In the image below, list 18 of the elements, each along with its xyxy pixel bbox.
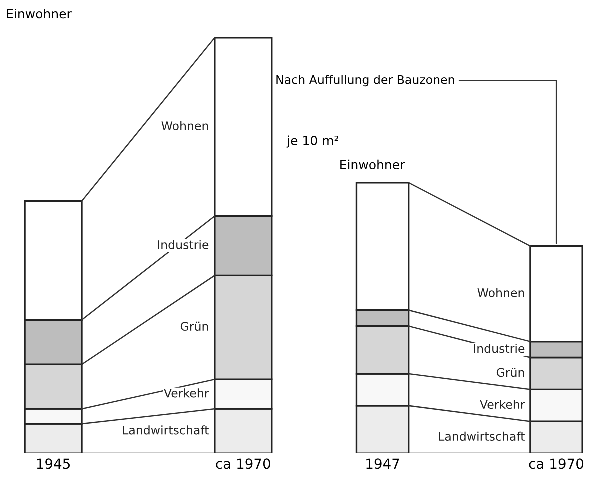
series-label: Verkehr xyxy=(164,388,210,398)
series-label: Industrie xyxy=(474,344,525,354)
annotation: je 10 m² xyxy=(286,136,338,148)
series-label: Landwirtschaft xyxy=(439,432,525,442)
x-tick-label: 1945 xyxy=(37,458,70,470)
y-axis-title: Einwohner xyxy=(7,9,72,19)
y-axis-title: Einwohner xyxy=(340,160,406,170)
series-label: Verkehr xyxy=(480,400,526,410)
x-tick-label: ca 1970 xyxy=(216,458,270,470)
series-label: Wohnen xyxy=(478,288,524,298)
x-tick-label: 1947 xyxy=(366,458,400,470)
series-label: Industrie xyxy=(158,240,209,250)
x-tick-label: ca 1970 xyxy=(529,458,584,470)
annotation: Nach Auffullung der Bauzonen xyxy=(276,75,454,87)
series-label: Wohnen xyxy=(162,121,208,130)
series-label: Grün xyxy=(180,322,208,332)
series-label: Grün xyxy=(496,368,524,378)
series-label: Landwirtschaft xyxy=(123,426,209,435)
